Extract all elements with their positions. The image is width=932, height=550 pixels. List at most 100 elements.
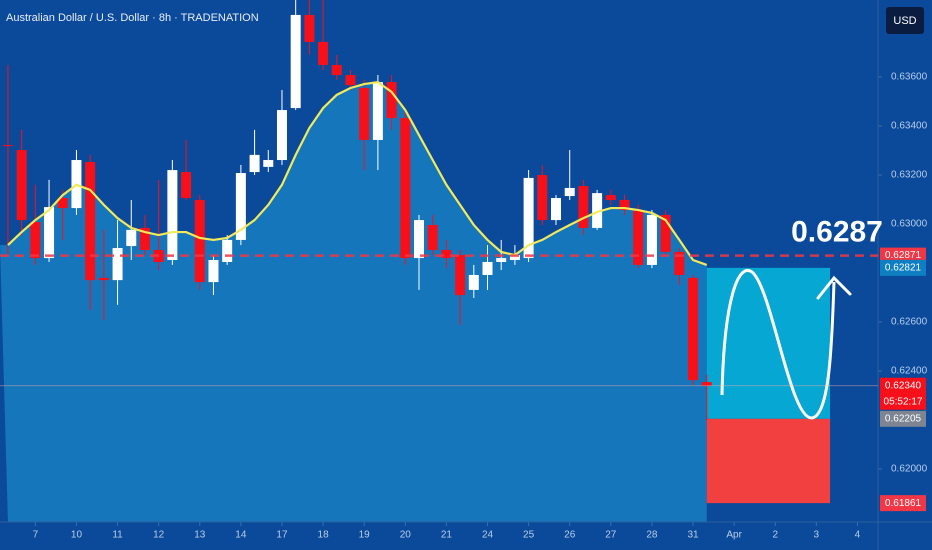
candle-body — [674, 251, 685, 275]
countdown-label: 05:52:17 — [884, 396, 923, 407]
position-stop — [706, 418, 831, 504]
x-tick-label: 17 — [276, 530, 288, 541]
price-badge — [880, 410, 926, 427]
candle-body — [372, 82, 383, 140]
candle-body — [441, 249, 452, 259]
candle-body — [592, 193, 603, 228]
candle-body — [578, 186, 589, 228]
x-tick-label: 24 — [482, 530, 494, 541]
x-tick-label: 20 — [400, 530, 412, 541]
price-badge — [880, 495, 926, 512]
candle-body — [455, 255, 466, 296]
candle-body — [194, 199, 205, 283]
price-badge — [880, 377, 926, 410]
candle-body — [126, 229, 137, 247]
candle-body — [633, 210, 644, 265]
position-target — [706, 267, 831, 419]
chart-title: Australian Dollar / U.S. Dollar · 8h · T… — [6, 12, 259, 24]
candle-body — [400, 118, 411, 259]
x-tick-label: 27 — [605, 530, 617, 541]
candle-body — [235, 173, 246, 240]
price-badge-label: 0.62871 — [885, 250, 922, 261]
candle-body — [208, 260, 219, 283]
currency-button[interactable] — [886, 7, 924, 34]
candle-body — [551, 198, 562, 221]
x-tick-label: 4 — [855, 530, 861, 541]
candle-body — [57, 198, 68, 209]
x-tick-label: 7 — [33, 530, 39, 541]
y-tick-label: 0.63400 — [891, 121, 928, 132]
candle-body — [537, 174, 548, 221]
candle-body — [2, 145, 13, 147]
candle-body — [482, 261, 493, 275]
y-tick-label: 0.63200 — [891, 170, 928, 181]
candle-body — [359, 87, 370, 140]
candle-body — [222, 239, 233, 262]
ma-area — [0, 82, 707, 522]
candle-body — [318, 41, 329, 65]
candle-body — [345, 74, 356, 86]
candle-body — [619, 199, 630, 211]
candle-body — [181, 172, 192, 199]
price-badge-label: 0.62821 — [885, 263, 922, 274]
price-badge — [880, 247, 926, 264]
candle-body — [688, 277, 699, 381]
y-tick-label: 0.62000 — [891, 464, 928, 475]
candle-body — [605, 195, 616, 200]
y-tick-label: 0.62600 — [891, 317, 928, 328]
candle-body — [468, 274, 479, 290]
candle-body — [701, 382, 712, 386]
x-tick-label: 25 — [523, 530, 535, 541]
price-badge-label: 0.61861 — [885, 498, 922, 509]
candle-body — [139, 227, 150, 250]
candle-body — [509, 255, 520, 261]
candle-body — [427, 224, 438, 250]
candle-body — [276, 110, 287, 161]
candle-body — [16, 149, 27, 221]
candle-body — [331, 64, 342, 75]
x-tick-label: 19 — [359, 530, 371, 541]
candle-body — [44, 207, 55, 259]
candle-body — [98, 277, 109, 281]
candle-body — [646, 214, 657, 265]
candle-body — [564, 187, 575, 197]
candle-body — [112, 248, 123, 281]
candle-body — [413, 220, 424, 259]
price-badge-label: 0.62205 — [885, 413, 922, 424]
x-tick-label: 13 — [194, 530, 206, 541]
y-tick-label: 0.63600 — [891, 72, 928, 83]
candle-body — [496, 258, 507, 262]
x-tick-label: Apr — [726, 530, 742, 541]
x-tick-label: 11 — [112, 530, 123, 541]
candle-body — [660, 214, 671, 252]
candle-body — [263, 160, 274, 167]
x-tick-label: 12 — [153, 530, 165, 541]
x-tick-label: 10 — [71, 530, 83, 541]
projection-curve — [720, 269, 836, 420]
candle-body — [30, 222, 41, 259]
x-tick-label: 31 — [687, 530, 699, 541]
candle-body — [167, 170, 178, 261]
x-tick-label: 14 — [235, 530, 247, 541]
candle-body — [523, 177, 534, 259]
candle-body — [290, 14, 301, 109]
x-tick-label: 18 — [318, 530, 330, 541]
candle-body — [386, 82, 397, 119]
projection-arrow — [816, 275, 852, 300]
x-tick-label: 3 — [814, 530, 820, 541]
currency-label[interactable]: USD — [893, 15, 916, 27]
x-tick-label: 28 — [646, 530, 658, 541]
resistance-label: 0.6287 — [791, 216, 883, 249]
x-tick-label: 26 — [564, 530, 576, 541]
candle-body — [249, 154, 260, 173]
moving-average — [7, 80, 708, 266]
y-tick-label: 0.62400 — [891, 366, 928, 377]
candle-body — [304, 14, 315, 42]
y-tick-label: 0.63000 — [891, 219, 928, 230]
x-tick-label: 2 — [772, 530, 778, 541]
price-badge-label: 0.62340 — [885, 380, 922, 391]
price-badge — [880, 259, 926, 276]
x-tick-label: 21 — [441, 530, 453, 541]
candle-body — [85, 161, 96, 281]
